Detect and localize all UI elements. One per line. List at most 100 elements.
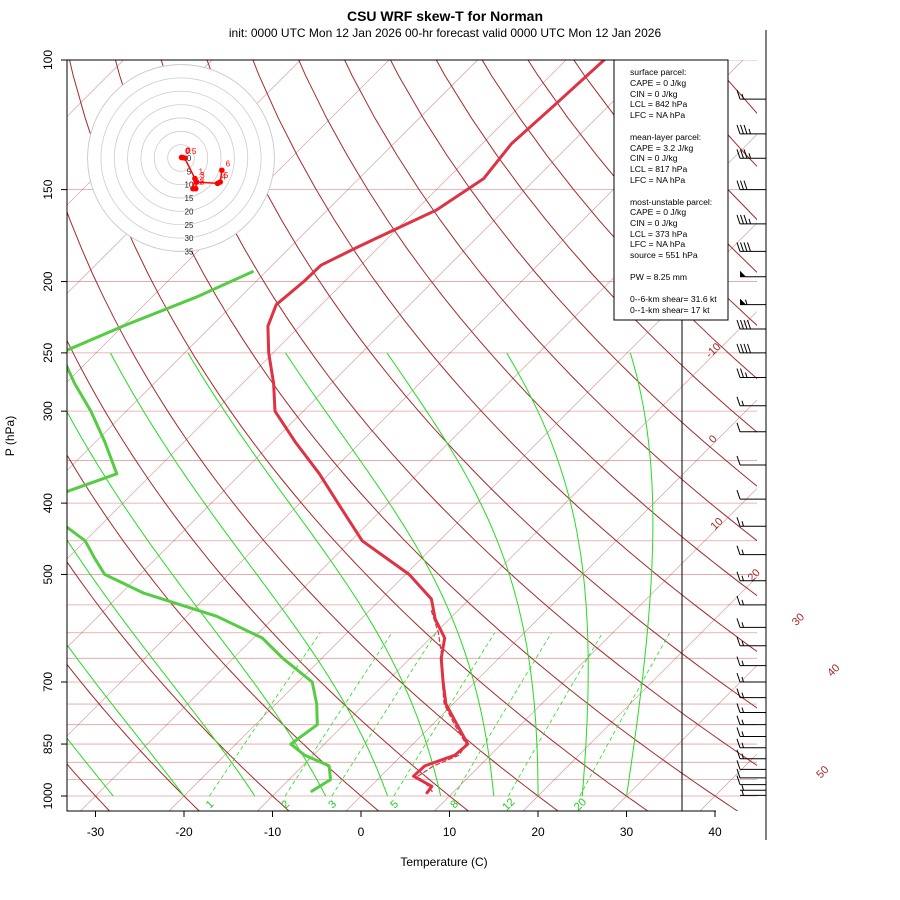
wind-barb-feather — [736, 571, 741, 581]
dry-adiabat-line — [435, 60, 757, 433]
stat-mu-source: source = 551 hPa — [630, 250, 698, 260]
wind-barb-feather — [740, 319, 744, 330]
hodograph-point-label: 6 — [226, 159, 231, 168]
wind-barb — [740, 785, 766, 791]
stat-shear-0-6km: 0--6-km shear= 31.6 kt — [630, 294, 717, 304]
mixing-ratio-line — [393, 632, 496, 797]
y-axis-label: P (hPa) — [3, 416, 17, 456]
dry-adiabat-line — [298, 60, 757, 597]
wind-barb-half-feather — [741, 692, 744, 698]
hodograph-point-label: 0.5 — [185, 147, 197, 156]
wind-barb-feather — [747, 242, 751, 252]
hodograph-point — [219, 167, 225, 174]
wind-barb-feather — [736, 517, 741, 527]
wind-barb-pennant — [740, 298, 746, 305]
hodograph-ring-label: 30 — [185, 234, 194, 243]
y-tick-label: 500 — [41, 564, 55, 584]
wind-barb-feather — [736, 738, 741, 748]
stat-surface-cin: CIN = 0 J/kg — [630, 89, 678, 99]
y-axis: 100 150 200 250 300 400 500 700 850 1000 — [41, 50, 68, 809]
wind-barb-feather — [747, 319, 751, 330]
hodograph-point-label: 3 — [200, 171, 205, 180]
wind-barb-feather — [747, 343, 751, 354]
stat-mu-cin: CIN = 0 J/kg — [630, 218, 678, 228]
wind-barb-feather — [736, 595, 741, 606]
wind-barb — [736, 727, 766, 737]
dry-adiabat-line — [69, 60, 649, 811]
wind-barb-feather — [736, 618, 741, 628]
hodograph-point-label: 5 — [224, 171, 229, 180]
hodograph-point-label: 2 — [199, 178, 204, 187]
dry-adiabat-line — [344, 60, 757, 542]
wind-barb — [736, 768, 766, 779]
hodograph-ring-label: 35 — [185, 247, 194, 256]
wind-barb-feather — [736, 368, 741, 378]
hodograph-point — [217, 179, 224, 185]
y-tick-label: 150 — [41, 179, 55, 199]
x-tick-label: 0 — [358, 825, 365, 839]
stats-box-frame — [613, 59, 729, 321]
wind-barb-half-feather — [745, 372, 748, 378]
moist-adiabat-line — [110, 352, 389, 797]
wind-barb-feather — [743, 242, 748, 252]
isotherm-line — [434, 488, 757, 811]
wind-barb — [736, 368, 766, 378]
wind-barb-feather — [736, 149, 741, 159]
dry-adiabat-line — [114, 60, 739, 811]
parcel-stats-box: surface parcel: CAPE = 0 J/kg CIN = 0 J/… — [613, 59, 729, 321]
wind-barb — [736, 672, 766, 683]
mixing-ratio-label: 2 — [279, 798, 292, 811]
y-tick-label: 850 — [41, 734, 55, 754]
hodograph-point — [181, 155, 188, 161]
temperature-line — [266, 60, 606, 795]
mixing-ratio-line — [209, 632, 321, 797]
isotherm-label: 20 — [746, 567, 763, 584]
wind-barb-feather — [736, 455, 741, 466]
dry-adiabat-line — [389, 60, 757, 487]
stat-mu-cape: CAPE = 0 J/kg — [630, 207, 686, 217]
isotherm-label: 40 — [825, 662, 842, 679]
wind-barb — [736, 775, 766, 786]
mixing-ratio-line — [284, 632, 393, 797]
dewpoint-line — [67, 270, 332, 793]
isotherm-label: 50 — [814, 764, 831, 781]
stat-surface-lcl: LCL = 842 hPa — [630, 99, 687, 109]
wind-barb-feather — [740, 343, 744, 354]
dry-adiabat-line — [206, 60, 757, 709]
x-tick-label: -20 — [175, 825, 193, 839]
hodograph-ring — [87, 64, 275, 252]
wind-barb-feather — [743, 319, 748, 330]
wind-barb-half-feather — [741, 400, 744, 406]
wind-barb-feather — [743, 343, 748, 354]
x-tick-label: 30 — [620, 825, 634, 839]
background-grid — [67, 26, 900, 826]
wind-barb-feather — [736, 688, 741, 698]
hodograph-point-label: 1.5 — [193, 178, 205, 187]
moist-adiabat-line — [67, 539, 256, 797]
wind-barb-feather — [740, 368, 744, 378]
wind-barbs — [736, 89, 766, 796]
x-tick-label: -30 — [87, 825, 105, 839]
wind-barb — [740, 790, 766, 796]
wind-barb-feather — [736, 727, 741, 737]
hodograph-ring-label: 15 — [185, 194, 194, 203]
moist-adiabat-line — [386, 352, 539, 796]
wind-barb — [736, 89, 766, 100]
wind-barb-half-feather — [748, 153, 751, 159]
wind-barb — [736, 595, 766, 606]
mixing-ratio-label: 3 — [326, 798, 339, 811]
isotherm-line — [773, 26, 900, 826]
hodograph-ring-label: 25 — [185, 221, 194, 230]
moist-adiabat-line — [187, 352, 442, 797]
y-tick-label: 200 — [41, 271, 55, 291]
hodograph-point-label: 0 — [186, 146, 191, 155]
mixing-ratio-label: 1 — [204, 798, 217, 811]
stat-surface-cape: CAPE = 0 J/kg — [630, 78, 686, 88]
wind-barb — [740, 270, 766, 278]
dry-adiabat-line — [252, 60, 757, 653]
stat-ml-cin: CIN = 0 J/kg — [630, 153, 678, 163]
wind-barb-pennant — [740, 270, 746, 277]
stat-ml-lcl: LCL = 817 hPa — [630, 164, 687, 174]
